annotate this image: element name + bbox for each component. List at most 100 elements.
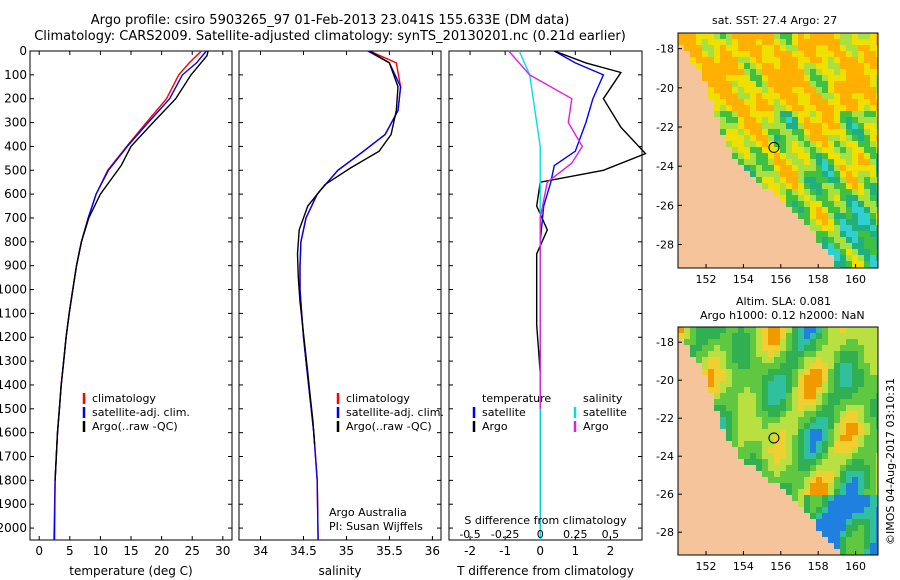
map-cell [708, 201, 714, 207]
map-cell [846, 201, 852, 207]
map-cell [714, 507, 720, 513]
map-cell [780, 75, 786, 81]
y-tick-label: 800 [4, 235, 27, 249]
map-cell [702, 33, 708, 39]
map-cell [774, 201, 780, 207]
map-cell [876, 33, 878, 39]
map-cell [864, 507, 870, 513]
map-cell [768, 87, 774, 93]
map-cell [822, 45, 828, 51]
map-cell [804, 381, 810, 387]
map-cell [744, 357, 750, 363]
map-cell [774, 453, 780, 459]
map-cell [684, 189, 690, 195]
map-cell [678, 465, 684, 471]
map-cell [768, 231, 774, 237]
map-cell [876, 369, 878, 375]
map-cell [786, 57, 792, 63]
map-cell [708, 51, 714, 57]
map-cell [780, 507, 786, 513]
map-cell [684, 399, 690, 405]
map-cell [840, 117, 846, 123]
map-cell [858, 165, 864, 171]
map-cell [792, 201, 798, 207]
map-cell [876, 261, 878, 267]
map-cell [738, 393, 744, 399]
map-cell [756, 123, 762, 129]
map-cell [720, 447, 726, 453]
map-cell [846, 69, 852, 75]
map-cell [684, 255, 690, 261]
map-cell [828, 387, 834, 393]
map-cell [858, 381, 864, 387]
map-cell [798, 111, 804, 117]
map-cell [870, 519, 876, 525]
map-cell [864, 459, 870, 465]
map-cell [864, 243, 870, 249]
map-cell [852, 411, 858, 417]
map-cell [816, 429, 822, 435]
map-cell [714, 231, 720, 237]
map-cell [786, 255, 792, 261]
map-cell [768, 117, 774, 123]
map-cell [744, 549, 750, 555]
map-cell [792, 489, 798, 495]
map-cell [822, 171, 828, 177]
map-cell [762, 495, 768, 501]
map-cell [726, 189, 732, 195]
map-cell [720, 375, 726, 381]
x-tick-label-salinity: 34 [253, 544, 268, 558]
map-cell [870, 51, 876, 57]
map-cell [762, 39, 768, 45]
map-cell [678, 213, 684, 219]
map-cell [762, 231, 768, 237]
legend-label-salinity: climatology [346, 392, 410, 405]
map-cell [702, 123, 708, 129]
map-cell [858, 411, 864, 417]
map-cell [768, 33, 774, 39]
map-cell [732, 327, 738, 333]
map-cell [828, 441, 834, 447]
map-cell [702, 75, 708, 81]
map-cell [816, 483, 822, 489]
map-cell [870, 387, 876, 393]
map-cell [750, 33, 756, 39]
map-cell [852, 117, 858, 123]
map-cell [690, 135, 696, 141]
map-cell [768, 183, 774, 189]
map-cell [744, 441, 750, 447]
map-cell [786, 375, 792, 381]
map-cell [840, 393, 846, 399]
map-cell [828, 261, 834, 267]
map-cell [804, 357, 810, 363]
map-cell [864, 219, 870, 225]
map-cell [798, 519, 804, 525]
map-cell [870, 81, 876, 87]
map-cell [786, 129, 792, 135]
map-cell [726, 417, 732, 423]
map-cell [720, 129, 726, 135]
map-cell [792, 333, 798, 339]
map-cell [678, 405, 684, 411]
map-cell [714, 135, 720, 141]
map-cell [762, 249, 768, 255]
map-cell [738, 165, 744, 171]
top-x-tick-label: 0 [537, 528, 544, 541]
map-cell [738, 375, 744, 381]
map-cell [828, 429, 834, 435]
map-cell [834, 357, 840, 363]
map-cell [792, 159, 798, 165]
x-axis-label-salinity: salinity [318, 564, 361, 578]
map-cell [846, 45, 852, 51]
map-cell [876, 249, 878, 255]
map-cell [714, 435, 720, 441]
map-cell [750, 111, 756, 117]
map-cell [744, 75, 750, 81]
map-cell [678, 57, 684, 63]
map-cell [792, 75, 798, 81]
map-cell [720, 525, 726, 531]
map-cell [840, 441, 846, 447]
map-cell [744, 213, 750, 219]
map-cell [744, 45, 750, 51]
map-cell [726, 369, 732, 375]
